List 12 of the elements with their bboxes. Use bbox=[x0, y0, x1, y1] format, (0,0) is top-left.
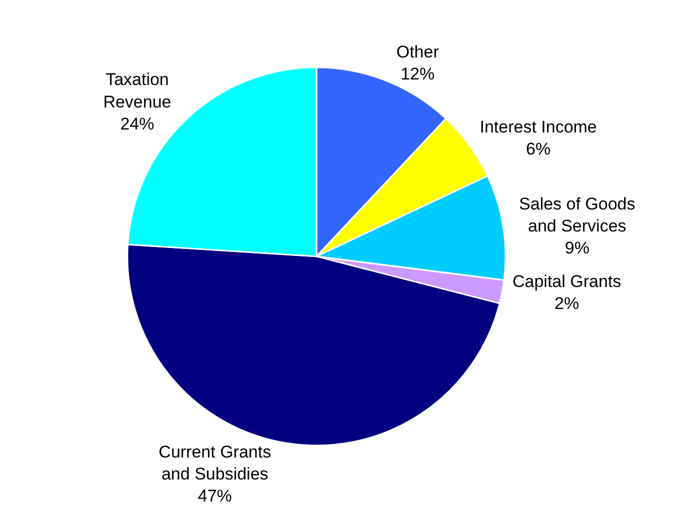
slice-label: Interest Income bbox=[480, 118, 597, 137]
data-label: 6% bbox=[526, 140, 551, 159]
slice-label: Sales of Goods and Services bbox=[519, 194, 636, 236]
data-label: 24% bbox=[120, 114, 154, 134]
slice-label: Current Grants and Subsidies bbox=[158, 442, 272, 484]
slice-label: Capital Grants bbox=[512, 272, 622, 292]
data-label: 47% bbox=[198, 486, 232, 506]
slice-label: Taxation Revenue bbox=[103, 70, 172, 112]
slice-label: Other bbox=[396, 42, 440, 62]
data-label: 9% bbox=[564, 238, 590, 258]
data-label: 2% bbox=[554, 294, 580, 314]
data-label: 12% bbox=[400, 64, 435, 84]
